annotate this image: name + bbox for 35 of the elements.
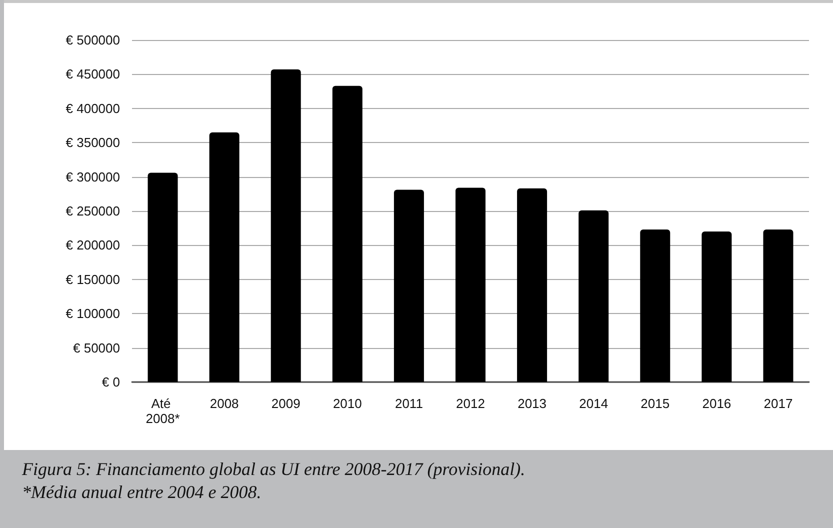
x-tick-label: 2016 [702,396,732,411]
y-tick-label: € 150000 [66,272,120,287]
y-tick-label: € 0 [102,374,120,390]
bar [270,69,301,382]
x-tick-label: 2008 [210,396,239,411]
x-tick-label: Até 2008* [146,396,180,426]
x-tick-label: 2013 [518,396,547,411]
text: Figura 5: Financiamento global as UI entre 2008-2017 (provisional). [22,458,526,481]
y-tick-label: € 500000 [66,32,120,48]
y-tick-label: € 350000 [66,135,120,150]
bar [394,190,424,382]
x-tick-label: 2015 [640,396,670,411]
text: *Média anual entre 2004 e 2008. [22,481,262,504]
y-tick-label: € 450000 [66,66,120,82]
x-tick-label: 2014 [579,396,608,411]
y-tick-label: € 300000 [66,169,120,184]
bar [209,132,240,382]
y-tick-label: € 50000 [73,340,120,356]
bar [640,229,670,382]
x-tick-label: 2011 [394,396,423,411]
x-tick-label: 2017 [764,396,793,411]
bar [456,188,486,382]
y-tick-label: € 250000 [66,204,120,218]
y-tick-label: € 100000 [66,306,120,322]
bar [517,188,548,382]
bar [148,172,178,382]
y-tick-label: € 400000 [66,100,120,116]
x-tick-label: 2009 [271,396,300,411]
bar [763,229,794,382]
bar [332,86,362,382]
x-tick-label: 2012 [456,396,485,411]
y-tick-label: € 200000 [66,238,120,253]
bar [578,210,609,382]
x-tick-label: 2010 [332,396,362,411]
bar [702,232,732,382]
